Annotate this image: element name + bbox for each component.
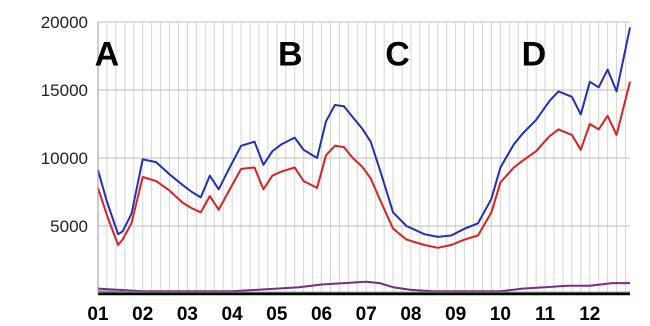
annotation-label: C — [385, 36, 410, 74]
annotation-label: A — [95, 36, 120, 74]
x-tick-label: 08 — [400, 304, 421, 325]
annotation-label: D — [522, 36, 547, 74]
x-tick-label: 11 — [535, 304, 556, 325]
series-line-1 — [97, 27, 631, 238]
y-tick-label: 15000 — [41, 81, 88, 100]
annotation-label: B — [278, 36, 303, 74]
annotations: A B C D — [95, 36, 547, 74]
series-line-2 — [97, 81, 631, 249]
x-tick-label: 01 — [87, 304, 109, 325]
x-tick-label: 06 — [311, 304, 332, 325]
x-tick-label: 02 — [132, 304, 153, 325]
series-lines — [97, 27, 631, 295]
x-tick-label: 10 — [490, 304, 511, 325]
x-tick-labels: 01 02 03 04 05 06 07 08 09 10 11 12 — [87, 304, 600, 325]
x-tick-label: 03 — [177, 304, 198, 325]
horizontal-gridlines — [98, 21, 630, 227]
axes — [97, 22, 630, 296]
y-tick-label: 5000 — [50, 217, 88, 236]
x-tick-label: 12 — [579, 304, 600, 325]
series-line-3 — [97, 280, 630, 293]
x-tick-label: 09 — [445, 304, 466, 325]
y-tick-label: 20000 — [41, 13, 88, 32]
x-tick-label: 04 — [222, 304, 244, 325]
x-tick-label: 07 — [356, 304, 377, 325]
y-tick-labels: 5000 10000 15000 20000 — [41, 13, 88, 236]
x-tick-label: 05 — [266, 304, 288, 325]
y-tick-label: 10000 — [41, 149, 88, 168]
